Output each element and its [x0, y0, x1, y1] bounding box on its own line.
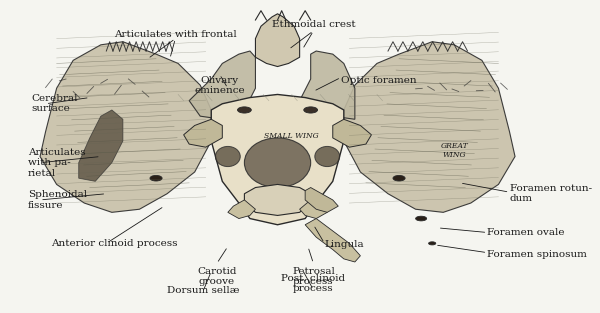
Text: Carotid
groove: Carotid groove: [197, 267, 236, 286]
Text: Post. clinoid
process: Post. clinoid process: [281, 274, 346, 293]
Ellipse shape: [244, 138, 311, 187]
Polygon shape: [299, 51, 355, 119]
Text: Articulates with frontal: Articulates with frontal: [114, 30, 237, 38]
Text: Optic foramen: Optic foramen: [341, 76, 416, 85]
Text: SMALL WING: SMALL WING: [264, 132, 319, 140]
Polygon shape: [344, 42, 515, 212]
Text: Sphenoidal
fissure: Sphenoidal fissure: [28, 190, 87, 210]
Text: Lingula: Lingula: [325, 240, 364, 249]
Polygon shape: [333, 119, 371, 147]
Text: Anterior clinoid process: Anterior clinoid process: [51, 239, 178, 248]
Ellipse shape: [416, 216, 427, 221]
Polygon shape: [244, 184, 311, 215]
Polygon shape: [305, 218, 361, 262]
Text: Petrosal
process: Petrosal process: [292, 267, 335, 286]
Text: Dorsum sellæ: Dorsum sellæ: [167, 285, 239, 295]
Polygon shape: [184, 119, 223, 147]
Ellipse shape: [393, 175, 405, 181]
Text: Cerebral
surface: Cerebral surface: [32, 94, 78, 113]
Polygon shape: [256, 14, 299, 67]
Text: Articulates
with pa-
rietal: Articulates with pa- rietal: [28, 148, 86, 177]
Text: Foramen ovale: Foramen ovale: [487, 228, 565, 237]
Text: Olivary
eminence: Olivary eminence: [194, 76, 245, 95]
Polygon shape: [79, 110, 123, 181]
Polygon shape: [189, 51, 256, 119]
Text: Foramen spinosum: Foramen spinosum: [487, 250, 587, 259]
Text: GREAT
WING: GREAT WING: [440, 142, 468, 159]
Polygon shape: [299, 200, 327, 218]
Ellipse shape: [238, 107, 251, 113]
Text: Foramen rotun-
dum: Foramen rotun- dum: [509, 184, 592, 203]
Ellipse shape: [304, 107, 317, 113]
Polygon shape: [305, 187, 338, 212]
Ellipse shape: [428, 242, 436, 245]
Polygon shape: [40, 42, 211, 212]
Ellipse shape: [315, 146, 340, 167]
Ellipse shape: [215, 146, 240, 167]
Ellipse shape: [150, 175, 162, 181]
Text: Ethmoidal crest: Ethmoidal crest: [272, 20, 355, 29]
Polygon shape: [211, 95, 344, 225]
Polygon shape: [228, 200, 256, 218]
